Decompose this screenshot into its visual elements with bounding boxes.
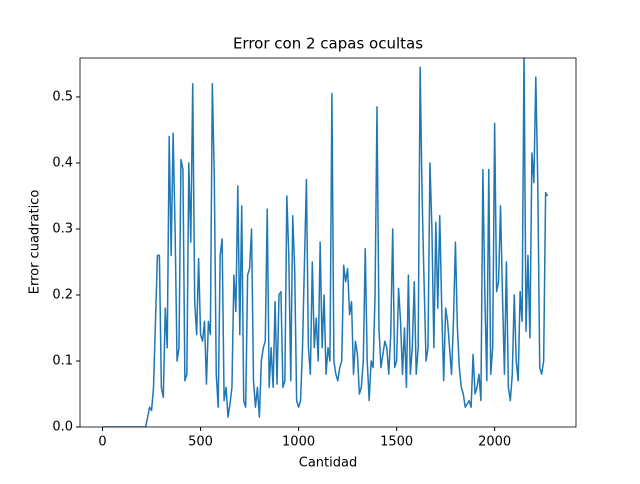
y-tick-label: 0.5 [52, 89, 73, 104]
y-tick-label: 0.0 [52, 420, 73, 435]
x-tick-label: 2000 [478, 435, 511, 450]
x-tick-label: 500 [188, 435, 213, 450]
y-tick-label: 0.1 [52, 353, 73, 368]
x-tick-label: 1500 [380, 435, 413, 450]
y-tick-label: 0.2 [52, 287, 73, 302]
y-axis-label: Error cuadratico [28, 190, 43, 295]
x-axis-label: Cantidad [299, 456, 357, 471]
x-tick-label: 0 [98, 435, 106, 450]
y-tick-label: 0.3 [52, 221, 73, 236]
y-tick-label: 0.4 [52, 155, 73, 170]
data-line [102, 58, 549, 427]
plot-frame [79, 57, 577, 428]
chart-title: Error con 2 capas ocultas [233, 35, 423, 53]
x-tick-label: 1000 [282, 435, 315, 450]
